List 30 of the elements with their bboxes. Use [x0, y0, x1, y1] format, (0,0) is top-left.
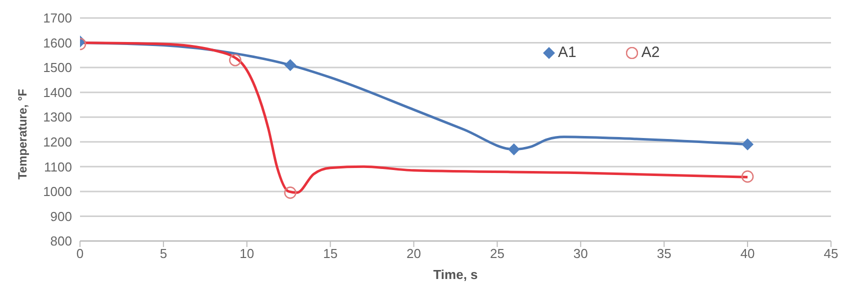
point: [741, 170, 754, 183]
y-tick-label: 1700: [43, 10, 72, 26]
x-axis-title: Time, s: [433, 267, 478, 282]
x-tick-label: 35: [656, 246, 672, 262]
point: [284, 186, 296, 199]
y-axis-title: Temperature, °F: [15, 88, 30, 180]
point: [508, 143, 520, 156]
point: [229, 54, 242, 66]
y-tick-label: 1600: [43, 35, 72, 50]
y-tick-label: 800: [50, 234, 72, 249]
x-tick-label: 20: [406, 246, 422, 262]
x-tick-label: 30: [573, 246, 588, 262]
x-tick-label: 25: [490, 246, 504, 262]
legend-label: A2: [640, 44, 660, 61]
x-tick-label: 0: [76, 246, 84, 262]
point: [742, 138, 754, 150]
x-tick-label: 15: [323, 246, 338, 262]
x-tick-label: 10: [240, 246, 254, 262]
y-tick-label: 1200: [43, 134, 72, 150]
y-tick-label: 900: [50, 208, 72, 224]
legend-label: A1: [557, 44, 576, 61]
y-tick-label: 1500: [43, 60, 72, 76]
y-tick-label: 1300: [43, 110, 72, 125]
x-tick-label: 5: [160, 246, 168, 262]
y-tick-label: 1000: [43, 184, 72, 200]
x-tick-label: 40: [740, 246, 755, 262]
y-tick-label: 1400: [43, 84, 72, 100]
point: [284, 59, 296, 72]
y-tick-label: 1100: [44, 159, 72, 174]
x-tick-label: 45: [824, 246, 838, 262]
